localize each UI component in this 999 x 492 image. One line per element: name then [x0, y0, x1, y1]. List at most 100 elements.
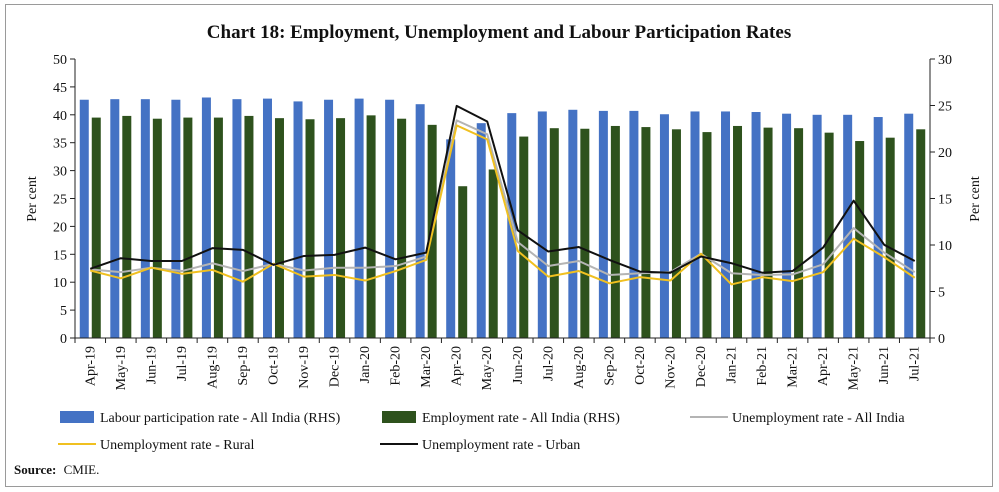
y-tick-label-left: 35	[53, 137, 67, 152]
bar-employment-rate	[580, 128, 590, 338]
bar-labour-participation	[537, 111, 547, 339]
x-tick-label: Jan-20	[358, 346, 373, 383]
chart-title: Chart 18: Employment, Unemployment and L…	[207, 22, 791, 43]
bar-employment-rate	[397, 118, 407, 339]
bar-employment-rate	[519, 136, 529, 338]
x-tick-label: Jun-20	[511, 346, 526, 384]
legend-item-unemployment-urban-label: Unemployment rate - Urban	[422, 438, 580, 453]
bar-employment-rate	[763, 127, 773, 338]
y-tick-label-right: 30	[938, 53, 952, 68]
x-tick-label: Oct-19	[266, 346, 281, 385]
bar-employment-rate	[305, 119, 315, 338]
bar-labour-participation	[721, 111, 731, 339]
bar-labour-participation	[904, 113, 914, 339]
x-tick-label: Sep-20	[602, 346, 617, 386]
x-tick-label: May-19	[114, 346, 129, 390]
bar-employment-rate	[183, 117, 193, 338]
bar-labour-participation	[262, 98, 272, 338]
line-unemployment-all-india	[90, 119, 916, 276]
legend-item-unemployment-rural-label: Unemployment rate - Rural	[100, 438, 254, 453]
y-tick-label-left: 15	[53, 248, 67, 263]
bar-employment-rate	[641, 127, 651, 339]
bar-employment-rate	[213, 117, 223, 338]
bar-employment-rate	[122, 115, 132, 338]
x-tick-label: Mar-21	[786, 346, 801, 388]
x-tick-label: Jul-20	[541, 346, 556, 381]
bar-labour-participation	[354, 98, 364, 338]
y-tick-label-right: 5	[938, 286, 945, 301]
y-tick-label-right: 20	[938, 146, 952, 161]
y-tick-label-left: 20	[53, 220, 67, 235]
y-tick-label-left: 5	[60, 304, 67, 319]
bar-employment-rate	[610, 125, 620, 339]
x-tick-label: Dec-19	[328, 346, 343, 387]
bar-labour-participation	[629, 110, 639, 338]
bar-employment-rate	[702, 132, 712, 338]
source-label: Source:	[14, 462, 56, 477]
bar-labour-participation	[659, 114, 669, 338]
bar-employment-rate	[671, 129, 681, 338]
line-unemployment-rural	[90, 124, 916, 286]
x-tick-label: Jul-21	[908, 346, 923, 381]
bar-employment-rate	[152, 118, 162, 339]
y-tick-label-left: 30	[53, 165, 67, 180]
y-tick-label-right: 25	[938, 100, 952, 115]
x-tick-label: Aug-20	[572, 346, 587, 389]
x-tick-label: Apr-19	[83, 346, 98, 386]
bar-employment-rate	[488, 169, 498, 338]
x-tick-label: Feb-21	[755, 346, 770, 386]
bar-labour-participation	[232, 99, 242, 339]
bar-labour-participation	[690, 111, 700, 339]
bar-labour-participation	[782, 113, 792, 339]
bar-employment-rate	[885, 137, 895, 338]
y-tick-label-left: 45	[53, 81, 67, 96]
y-axis-label-right: Per cent	[968, 176, 983, 222]
bar-employment-rate	[733, 125, 743, 339]
legend-item-employment-rate-label: Employment rate - All India (RHS)	[422, 411, 620, 426]
legend-item-unemployment-all-india-label: Unemployment rate - All India	[732, 411, 905, 426]
x-tick-label: Jun-19	[144, 346, 159, 384]
bar-labour-participation	[293, 101, 303, 339]
y-tick-label-right: 15	[938, 193, 952, 208]
x-tick-label: Oct-20	[633, 346, 648, 385]
x-tick-label: Feb-20	[389, 346, 404, 386]
bar-employment-rate	[244, 115, 254, 338]
bar-labour-participation	[476, 123, 486, 338]
bar-labour-participation	[324, 99, 334, 338]
bar-labour-participation	[385, 99, 395, 338]
legend-item-labour-participation-label: Labour participation rate - All India (R…	[100, 411, 341, 426]
x-tick-label: May-21	[847, 346, 862, 390]
bar-labour-participation	[812, 114, 822, 338]
x-tick-label: Dec-20	[694, 346, 709, 387]
bar-labour-participation	[843, 114, 853, 338]
x-tick-label: Aug-19	[205, 346, 220, 389]
y-axis-label-left: Per cent	[25, 176, 40, 222]
x-tick-label: Sep-19	[236, 346, 251, 386]
bar-labour-participation	[415, 104, 425, 338]
bar-labour-participation	[751, 112, 761, 338]
y-tick-label-left: 25	[53, 193, 67, 208]
bar-employment-rate	[794, 128, 804, 338]
bar-employment-rate	[855, 141, 865, 338]
bar-labour-participation	[873, 117, 883, 338]
bar-labour-participation	[201, 97, 211, 338]
x-tick-label: Apr-20	[450, 346, 465, 386]
y-tick-label-left: 0	[60, 332, 67, 347]
y-tick-label-right: 10	[938, 239, 952, 254]
bar-employment-rate	[91, 117, 101, 338]
y-tick-label-right: 0	[938, 332, 945, 347]
x-tick-label: Jun-21	[877, 346, 892, 384]
chart-frame	[5, 4, 993, 487]
line-unemployment-urban	[89, 104, 916, 274]
bar-labour-participation	[446, 139, 456, 338]
y-tick-label-left: 40	[53, 109, 67, 124]
bar-labour-participation	[171, 99, 181, 338]
x-tick-label: Apr-21	[816, 346, 831, 386]
x-tick-label: Mar-20	[419, 346, 434, 388]
bar-employment-rate	[336, 118, 346, 338]
x-tick-label: Jan-21	[725, 346, 740, 383]
bar-employment-rate	[366, 115, 376, 338]
bar-employment-rate	[274, 118, 284, 338]
source-text: CMIE.	[64, 462, 100, 477]
